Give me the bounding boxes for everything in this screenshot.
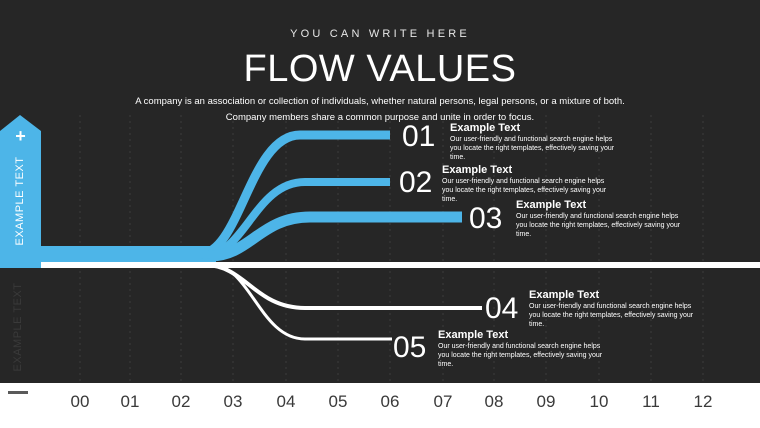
plus-icon: +: [15, 126, 26, 146]
flow-number-05: 05: [393, 331, 427, 364]
flow-title-01: Example Text: [450, 122, 521, 134]
flow-title-03: Example Text: [516, 199, 587, 211]
flow-body-03: Our user-friendly and functional search …: [516, 213, 681, 238]
flow-label-05: Example Text Our user-friendly and funct…: [438, 329, 613, 369]
flow-number-03: 03: [469, 202, 503, 235]
axis-tick: 01: [120, 392, 140, 411]
axis-tick: 03: [223, 392, 243, 411]
axis-tick: 02: [171, 392, 191, 411]
flow-body-05: Our user-friendly and functional search …: [438, 343, 603, 368]
side-label-top: EXAMPLE TEXT: [14, 156, 26, 246]
side-up-bar: [0, 131, 41, 268]
up-arrow-icon: [0, 115, 41, 131]
axis-tick: 10: [589, 392, 609, 411]
flow-label-03: Example Text Our user-friendly and funct…: [516, 199, 691, 239]
flow-label-01: Example Text Our user-friendly and funct…: [450, 122, 625, 162]
axis-tick: 11: [642, 392, 660, 411]
flow-line-01: [199, 130, 390, 259]
axis-tick: 09: [536, 392, 556, 411]
side-label-bottom: EXAMPLE TEXT: [12, 282, 24, 372]
axis-tick: 05: [328, 392, 348, 411]
flow-label-04: Example Text Our user-friendly and funct…: [529, 289, 704, 329]
axis-tick: 00: [70, 392, 90, 411]
minus-icon: [8, 391, 28, 394]
flow-title-04: Example Text: [529, 289, 600, 301]
flow-title-02: Example Text: [442, 164, 513, 176]
axis-tick: 12: [693, 392, 713, 411]
flow-number-01: 01: [402, 120, 436, 153]
kicker-text: YOU CAN WRITE HERE: [290, 28, 470, 40]
flow-label-02: Example Text Our user-friendly and funct…: [442, 164, 617, 204]
axis-tick: 08: [484, 392, 504, 411]
flow-line-03: [209, 211, 462, 262]
lower-panel: [0, 268, 760, 383]
blue-trunk: [41, 246, 216, 262]
flow-body-02: Our user-friendly and functional search …: [442, 178, 607, 203]
page-title: FLOW VALUES: [243, 48, 517, 90]
flow-number-04: 04: [485, 292, 519, 325]
axis-tick: 07: [433, 392, 453, 411]
flow-line-05: [211, 263, 392, 341]
axis-tick: 04: [276, 392, 296, 411]
page-description: A company is an association or collectio…: [135, 96, 625, 123]
axis-bar: [0, 383, 760, 428]
axis-tick: 06: [380, 392, 400, 411]
flow-number-02: 02: [399, 166, 433, 199]
white-baseline: [41, 262, 760, 268]
flow-body-04: Our user-friendly and functional search …: [529, 303, 694, 328]
flow-title-05: Example Text: [438, 329, 509, 341]
flow-body-01: Our user-friendly and functional search …: [450, 136, 615, 161]
